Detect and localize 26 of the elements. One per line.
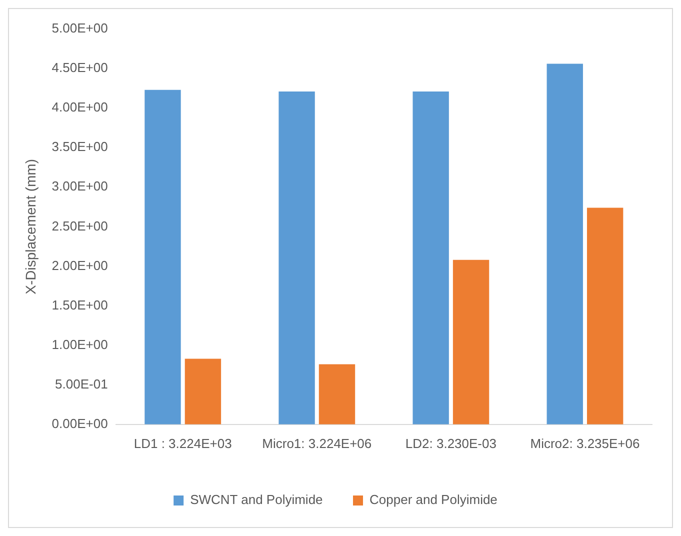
bar (546, 64, 583, 424)
y-tick-label: 3.00E+00 (52, 178, 108, 194)
y-tick-label: 4.00E+00 (52, 100, 108, 115)
x-tick-label: Micro1: 3.224E+06 (262, 436, 372, 451)
bar (412, 91, 449, 424)
y-tick-label: 0.00E+00 (52, 416, 108, 431)
y-tick-label: 1.50E+00 (52, 297, 108, 312)
bar (184, 358, 222, 424)
y-tick-label: 3.50E+00 (52, 139, 108, 154)
x-tick-label: Micro2: 3.235E+06 (530, 436, 640, 451)
y-tick-label: 5.00E+00 (52, 20, 108, 36)
legend-label: SWCNT and Polyimide (190, 492, 323, 508)
y-tick-label: 5.00E-01 (55, 376, 108, 392)
bar (318, 364, 356, 424)
legend-label: Copper and Polyimide (370, 492, 498, 508)
y-tick-label: 2.00E+00 (52, 258, 108, 273)
bar (586, 208, 624, 424)
bar (278, 91, 315, 424)
y-tick-label: 4.50E+00 (52, 60, 108, 76)
bar (144, 90, 181, 424)
y-axis-title: X-Displacement (mm) (22, 159, 38, 294)
y-tick-label: 1.00E+00 (52, 336, 108, 352)
y-tick-label: 2.50E+00 (52, 218, 108, 234)
x-tick-label: LD2: 3.230E-03 (405, 436, 496, 451)
x-tick-label: LD1 : 3.224E+03 (134, 436, 232, 451)
bar (452, 260, 490, 424)
